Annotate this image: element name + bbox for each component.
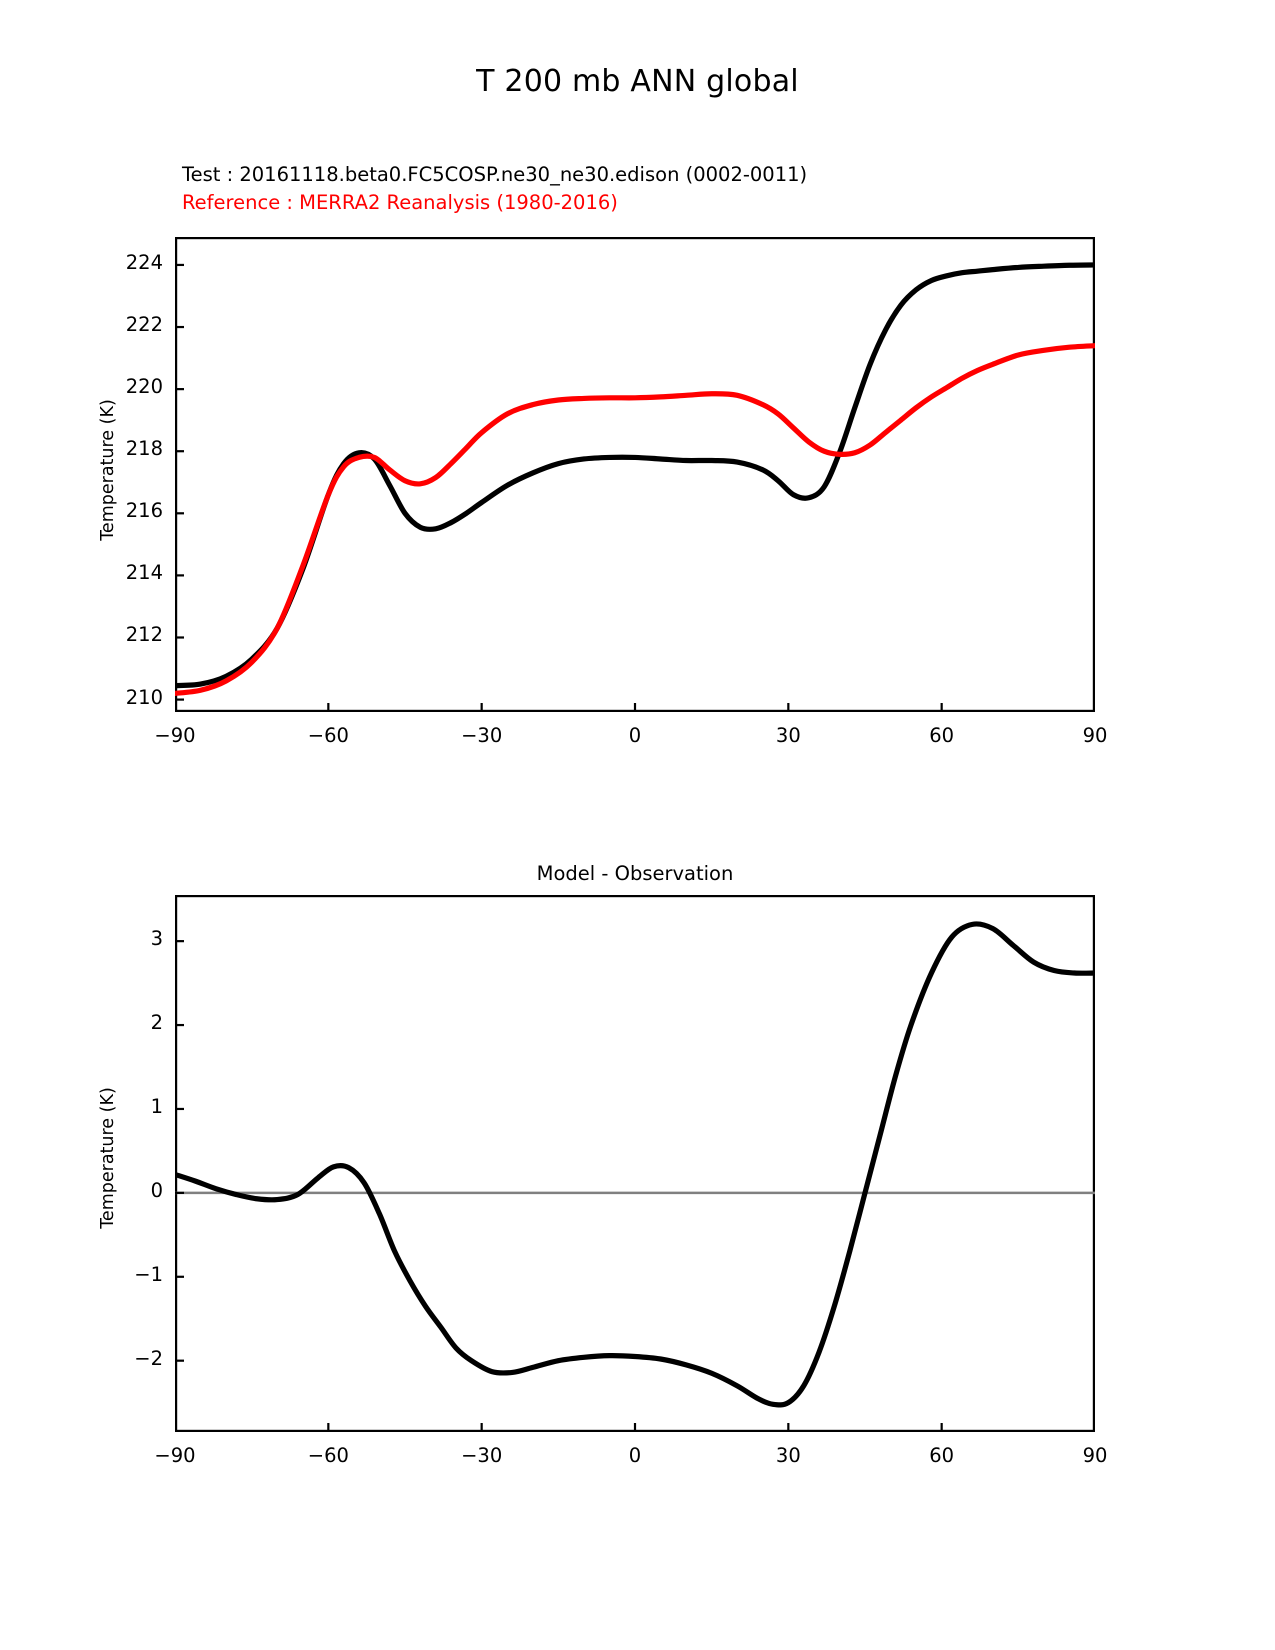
x-tick-label: 90: [1082, 1444, 1108, 1467]
data-curve: [175, 343, 1095, 696]
x-tick-label: 90: [1082, 724, 1108, 747]
y-tick-label: 210: [125, 685, 163, 709]
x-tick-label: 30: [775, 1444, 801, 1467]
x-tick-label: 0: [628, 724, 642, 747]
top-chart-plot-area: [175, 237, 1095, 712]
legend-test-line: Test : 20161118.beta0.FC5COSP.ne30_ne30.…: [182, 163, 808, 186]
axes-frame: [175, 237, 1095, 712]
legend-reference-line: Reference : MERRA2 Reanalysis (1980-2016…: [182, 191, 618, 215]
y-tick-label: −1: [134, 1262, 163, 1286]
y-tick-label: −2: [134, 1346, 163, 1370]
x-tick-label: −60: [307, 1444, 349, 1467]
page-title: T 200 mb ANN global: [476, 64, 799, 99]
top-chart-panel: −90 −60 −30 0 30 60 90 210 212 214 216 218 220 222 224: [126, 237, 1107, 747]
x-tick-label: 0: [628, 1444, 642, 1467]
x-tick-label: −60: [307, 724, 349, 747]
bottom-chart-ylabel: Temperature (K): [98, 1087, 118, 1229]
x-tick-label: −30: [461, 724, 503, 747]
y-tick-label: 222: [125, 313, 163, 337]
y-tick-label: 220: [125, 375, 163, 399]
y-tick-label: 218: [125, 437, 163, 461]
axes-frame: [175, 895, 1095, 1432]
x-tick-label: 60: [929, 724, 955, 747]
y-tick-label: 1: [150, 1094, 163, 1118]
y-tick-label: 2: [150, 1011, 163, 1035]
x-tick-label: −90: [154, 724, 196, 747]
x-tick-label: −30: [461, 1444, 503, 1467]
data-curve: [175, 921, 1095, 1408]
bottom-chart-title: Model - Observation: [536, 862, 734, 885]
data-curve: [175, 262, 1095, 689]
top-chart-ylabel: Temperature (K): [98, 399, 118, 541]
bottom-chart-plot-area: [175, 895, 1095, 1432]
y-tick-label: 216: [125, 499, 163, 523]
y-tick-label: 3: [150, 927, 163, 951]
y-tick-label: 0: [150, 1178, 163, 1202]
x-tick-label: −90: [154, 1444, 196, 1467]
y-tick-label: 224: [125, 250, 163, 274]
legend-caption: Test : 20161118.beta0.FC5COSP.ne30_ne30.…: [182, 162, 807, 216]
y-tick-label: 214: [125, 561, 163, 585]
x-tick-label: 30: [775, 724, 801, 747]
x-tick-label: 60: [929, 1444, 955, 1467]
bottom-chart-panel: Model - Observation −90 −60 −30 0 30 60 90 −2 −1…: [134, 862, 1107, 1467]
y-tick-label: 212: [125, 623, 163, 647]
